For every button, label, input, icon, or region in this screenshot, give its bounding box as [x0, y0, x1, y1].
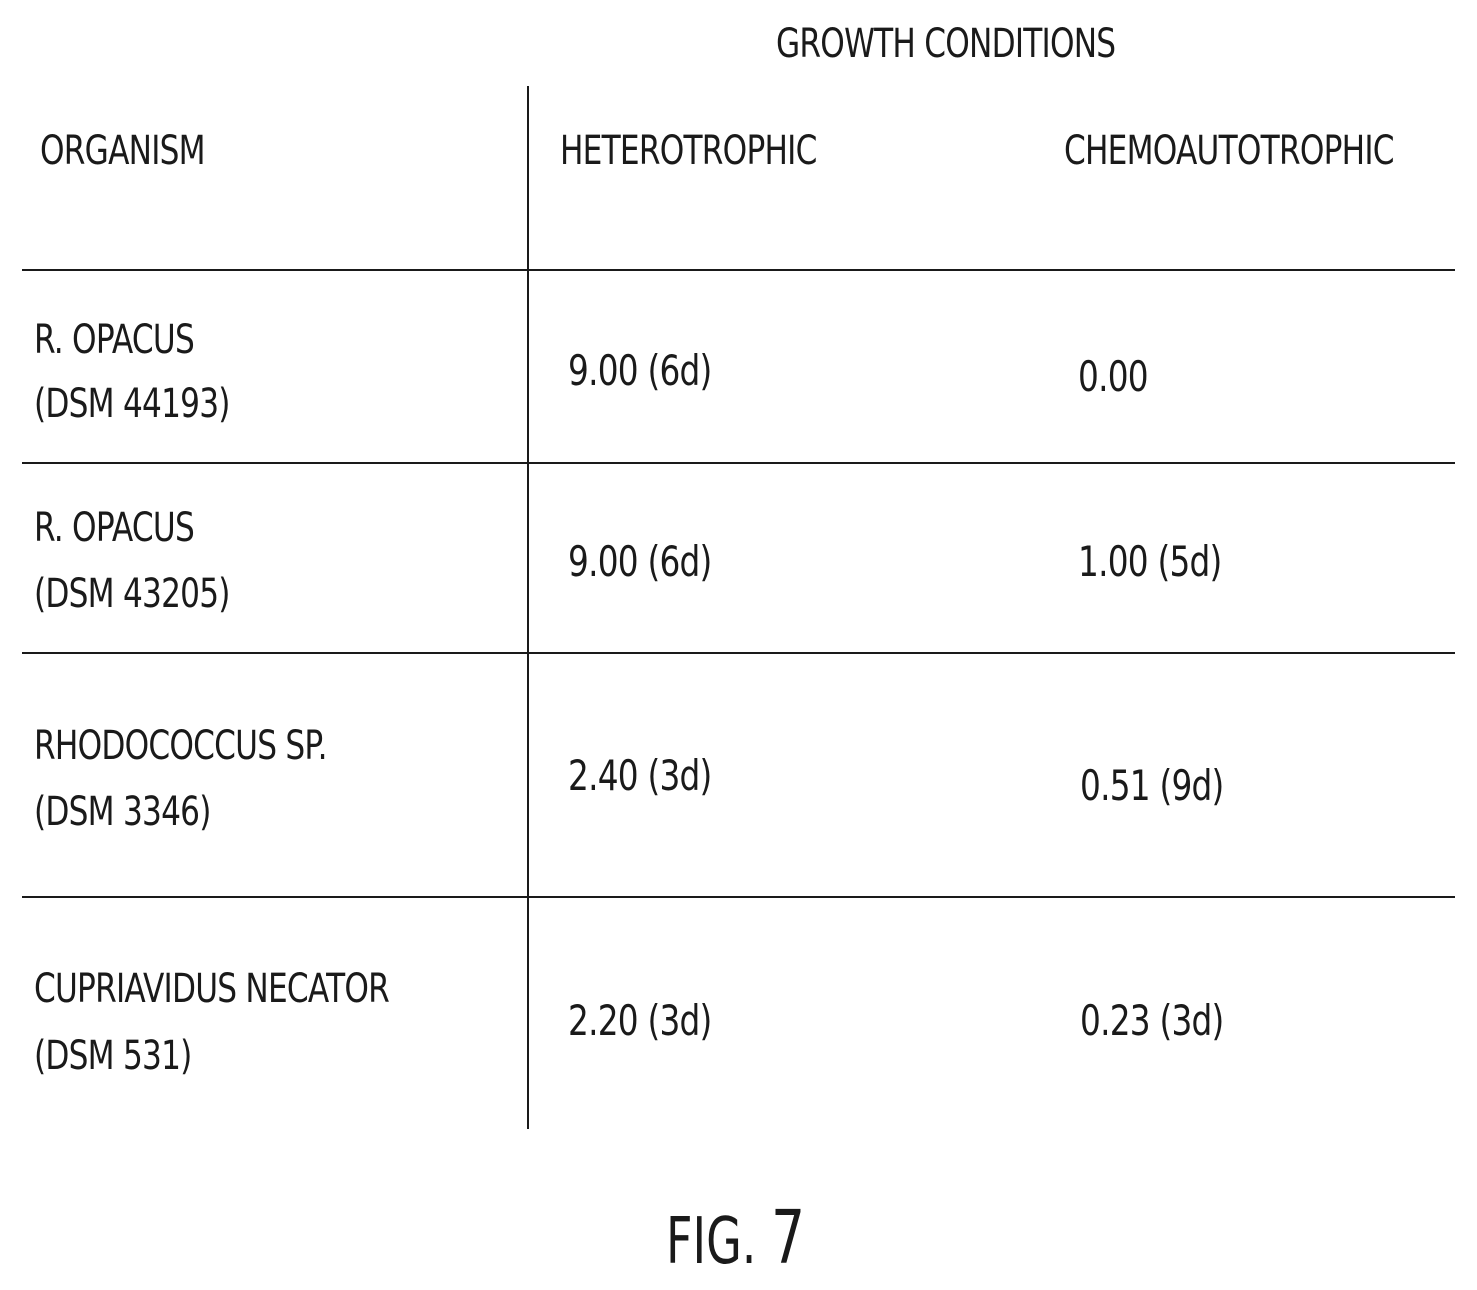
row-4-heterotrophic-value: 2.20 (3d) [568, 996, 712, 1045]
row-2-organism-strain: (DSM 43205) [34, 571, 230, 617]
row-divider-header [22, 269, 1455, 271]
row-1-heterotrophic-value: 9.00 (6d) [568, 346, 712, 395]
row-1-chemoautotrophic-value: 0.00 [1078, 352, 1149, 401]
row-2-heterotrophic-value: 9.00 (6d) [568, 537, 712, 586]
row-3-organism-name: RHODOCOCCUS SP. [34, 723, 328, 769]
figure-caption-number: 7 [771, 1195, 806, 1281]
row-1-organism-name: R. OPACUS [34, 317, 195, 363]
row-3-heterotrophic-value: 2.40 (3d) [568, 751, 712, 800]
column-header-heterotrophic: HETEROTROPHIC [560, 128, 817, 174]
row-4-organism-name: CUPRIAVIDUS NECATOR [34, 966, 390, 1012]
row-2-organism-name: R. OPACUS [34, 505, 195, 551]
figure-caption-prefix: FIG. [666, 1205, 757, 1279]
row-4-organism-strain: (DSM 531) [34, 1033, 192, 1079]
row-divider-3 [22, 896, 1455, 898]
column-divider [527, 86, 529, 1129]
row-divider-1 [22, 462, 1455, 464]
row-3-chemoautotrophic-value: 0.51 (9d) [1080, 761, 1224, 810]
row-divider-2 [22, 652, 1455, 654]
row-1-organism-strain: (DSM 44193) [34, 381, 230, 427]
column-header-organism: ORGANISM [40, 128, 206, 174]
group-header-growth-conditions: GROWTH CONDITIONS [776, 21, 1116, 67]
row-4-chemoautotrophic-value: 0.23 (3d) [1080, 996, 1224, 1045]
figure-caption: FIG. 7 [666, 1198, 805, 1282]
column-header-chemoautotrophic: CHEMOAUTOTROPHIC [1064, 128, 1395, 174]
row-2-chemoautotrophic-value: 1.00 (5d) [1078, 537, 1222, 586]
row-3-organism-strain: (DSM 3346) [34, 789, 211, 835]
